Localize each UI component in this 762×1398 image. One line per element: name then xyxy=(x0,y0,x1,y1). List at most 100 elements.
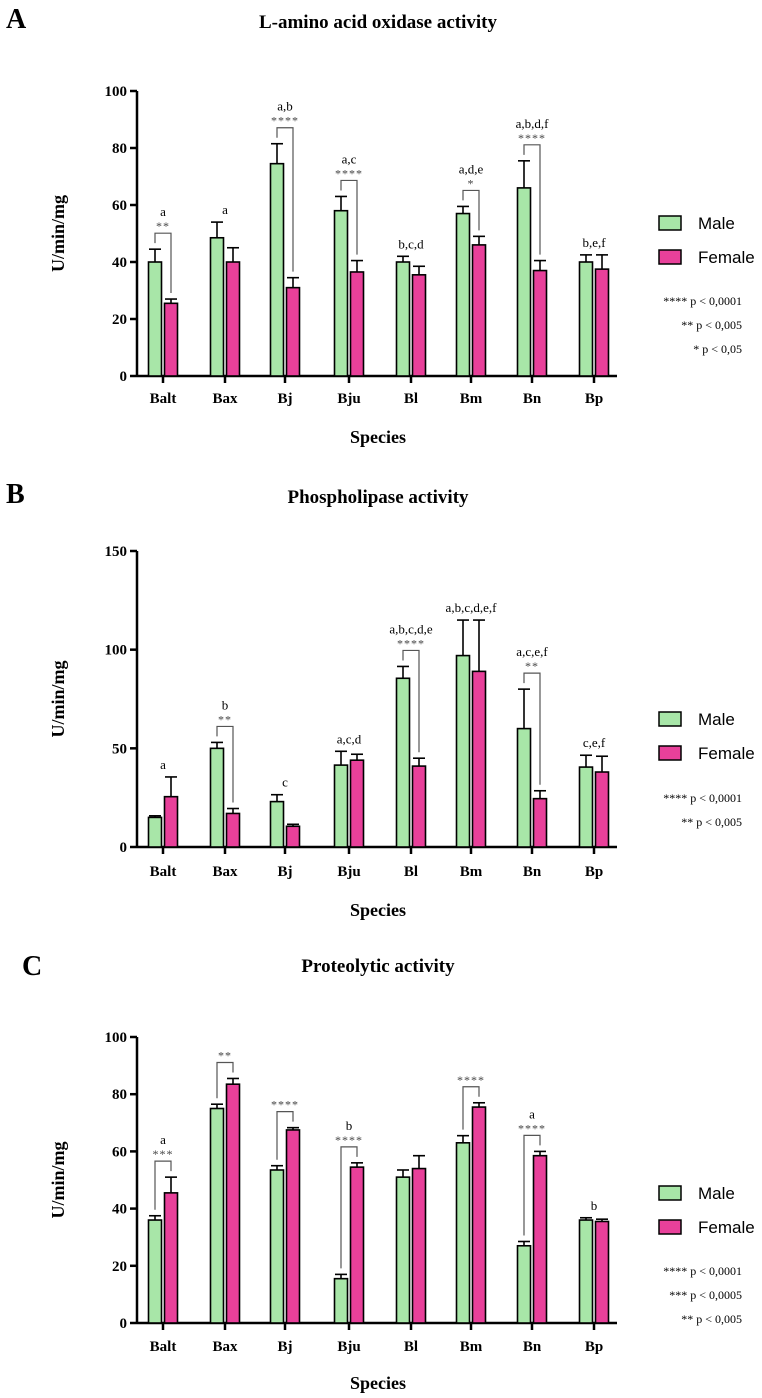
legend-label-female: Female xyxy=(698,248,755,267)
x-tick-label: Bp xyxy=(585,391,603,407)
x-tick-label: Bm xyxy=(460,391,483,407)
bar-female xyxy=(225,261,241,377)
chart-title: Proteolytic activity xyxy=(301,956,455,977)
group-letters: a xyxy=(160,1132,166,1147)
x-tick-label: Bju xyxy=(337,864,360,880)
bar-female xyxy=(225,1083,241,1324)
bar-male xyxy=(578,261,594,377)
group-letters: b xyxy=(222,697,229,712)
panel-label: B xyxy=(6,479,25,510)
y-axis-label: U/min/mg xyxy=(48,1141,68,1218)
bar-male xyxy=(269,800,285,848)
y-tick-label: 50 xyxy=(112,741,127,757)
significance-bracket xyxy=(402,649,420,753)
group-letters: b,c,d xyxy=(398,236,424,251)
significance-stars: ** xyxy=(218,1048,232,1062)
significance-stars: ** xyxy=(156,219,170,233)
panel-label: A xyxy=(6,4,27,35)
significance-bracket xyxy=(462,1086,480,1130)
y-tick-label: 20 xyxy=(112,1259,127,1275)
x-tick-label: Bn xyxy=(523,391,542,407)
x-tick-label: Bax xyxy=(212,864,238,880)
panel-label: C xyxy=(22,951,42,982)
x-tick-label: Balt xyxy=(150,1339,177,1355)
bar-male xyxy=(578,766,594,848)
y-tick-label: 60 xyxy=(112,1144,127,1160)
significance-key-item: **** p < 0,0001 xyxy=(663,791,742,805)
significance-bracket xyxy=(216,725,234,803)
bar-female xyxy=(225,812,241,848)
significance-bracket xyxy=(276,127,294,272)
legend-label-female: Female xyxy=(698,1218,755,1237)
bar-male xyxy=(269,1169,285,1324)
bar-female xyxy=(594,1220,610,1324)
bar-male xyxy=(147,1219,163,1324)
group-letters: b xyxy=(591,1198,598,1213)
x-tick-label: Bax xyxy=(212,1339,238,1355)
significance-key-item: ** p < 0,005 xyxy=(681,1312,742,1326)
significance-stars: **** xyxy=(457,1073,485,1087)
x-tick-label: Bj xyxy=(278,1339,293,1355)
legend-swatch-male xyxy=(658,711,682,727)
x-tick-label: Balt xyxy=(150,864,177,880)
group-letters: a,c,d xyxy=(337,731,362,746)
x-tick-label: Bp xyxy=(585,1339,603,1355)
bar-male xyxy=(455,1142,471,1324)
group-letters: a,d,e xyxy=(459,161,484,176)
y-axis-label: U/min/mg xyxy=(48,660,68,737)
y-tick-label: 150 xyxy=(105,544,128,560)
group-letters: c,e,f xyxy=(583,735,606,750)
bar-female xyxy=(411,274,427,377)
bar-female xyxy=(532,797,548,848)
significance-stars: **** xyxy=(271,1098,299,1112)
legend-label-male: Male xyxy=(698,710,735,729)
y-axis-label: U/min/mg xyxy=(48,195,68,272)
panel-B: B Phospholipase activity 0 50 100 150 U/min/mg… xyxy=(6,479,755,920)
significance-bracket xyxy=(276,1111,294,1160)
legend-swatch-female xyxy=(658,1219,682,1235)
y-tick-label: 0 xyxy=(120,840,128,856)
bar-male xyxy=(578,1219,594,1324)
bar-female xyxy=(285,1129,301,1324)
group-letters: a xyxy=(222,202,228,217)
bar-female xyxy=(532,1154,548,1324)
bar-female xyxy=(285,825,301,848)
group-letters: b,e,f xyxy=(582,235,606,250)
significance-key-item: * p < 0,05 xyxy=(693,342,742,356)
significance-key-item: *** p < 0,0005 xyxy=(669,1288,742,1302)
significance-bracket xyxy=(154,232,172,294)
significance-key-item: ** p < 0,005 xyxy=(681,815,742,829)
bar-female xyxy=(532,269,548,377)
significance-bracket xyxy=(523,672,541,785)
x-tick-label: Bax xyxy=(212,391,238,407)
bar-female xyxy=(594,771,610,848)
y-tick-label: 0 xyxy=(120,1316,128,1332)
significance-stars: **** xyxy=(397,636,425,650)
y-tick-label: 60 xyxy=(112,198,127,214)
y-tick-label: 100 xyxy=(105,1030,128,1046)
significance-key-item: **** p < 0,0001 xyxy=(663,1264,742,1278)
significance-bracket xyxy=(216,1061,234,1099)
significance-bracket xyxy=(523,1134,541,1236)
significance-bracket xyxy=(340,1146,358,1269)
x-tick-label: Bn xyxy=(523,1339,542,1355)
bar-male xyxy=(455,212,471,377)
significance-key-item: **** p < 0,0001 xyxy=(663,294,742,308)
bar-female xyxy=(349,271,365,377)
significance-stars: ** xyxy=(218,712,232,726)
bar-male xyxy=(395,677,411,848)
x-tick-label: Bl xyxy=(404,391,418,407)
x-axis-label: Species xyxy=(350,900,406,920)
panel-C: C Proteolytic activity 0 20 40 60 80 100 U/min/m… xyxy=(22,951,755,1393)
significance-bracket xyxy=(523,144,541,255)
bar-male xyxy=(333,209,349,377)
significance-bracket xyxy=(340,179,358,255)
group-letters: a,c,e,f xyxy=(516,644,548,659)
y-tick-label: 80 xyxy=(112,1087,127,1103)
legend-swatch-female xyxy=(658,249,682,265)
x-tick-label: Bj xyxy=(278,391,293,407)
legend-label-female: Female xyxy=(698,744,755,763)
bar-male xyxy=(516,727,532,848)
y-tick-label: 100 xyxy=(105,643,128,659)
